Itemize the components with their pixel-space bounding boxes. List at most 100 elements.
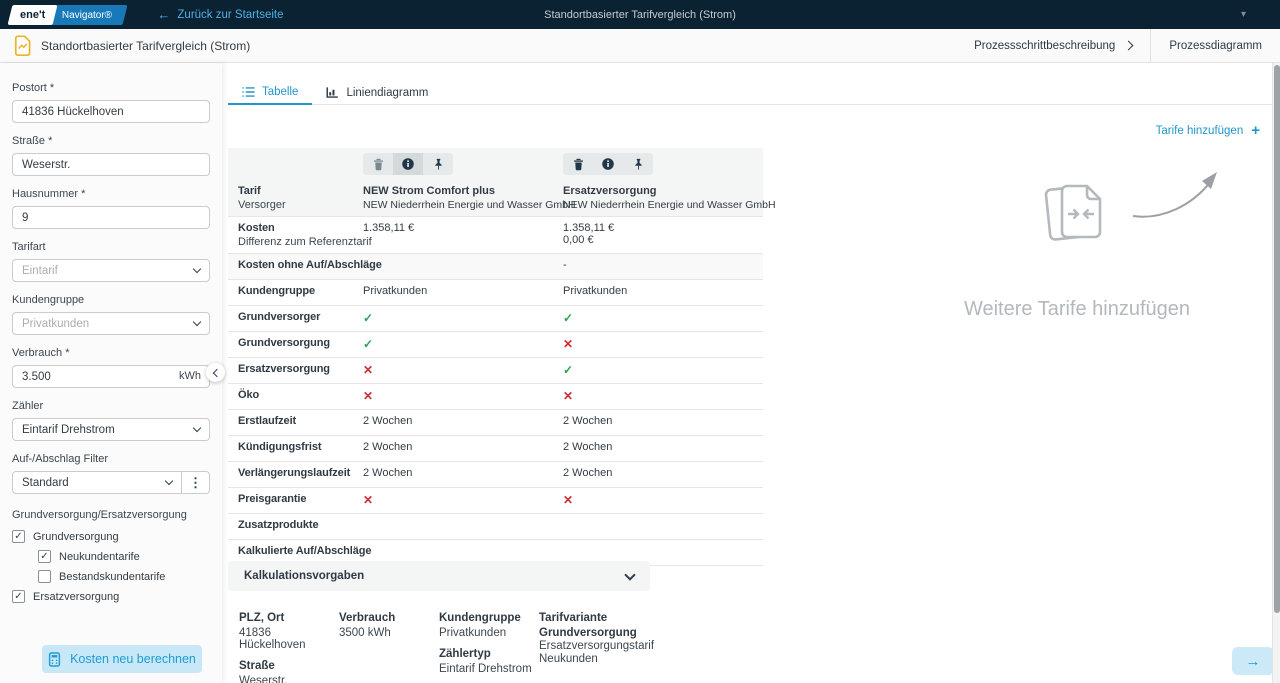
checkbox-row[interactable]: ✓ Ersatzversorgung [12,590,210,603]
checkbox-checked-icon[interactable]: ✓ [12,530,25,543]
filter-sidebar: Postort * Straße * Hausnummer * Tarifart… [0,63,222,683]
table-row: Kosten Differenz zum Referenztarif 1.358,1… [228,217,763,254]
checkbox-row[interactable]: ✓ Neukundentarife [38,550,210,563]
chevron-down-icon[interactable]: ▾ [1240,9,1246,20]
tariff-comparison-table: Tarif Versorger NEW Strom Comfort plus N… [228,148,776,566]
table-cell: 2 Wochen [563,441,613,453]
checkbox-label: Grundversorgung [33,530,119,543]
verbrauch-input[interactable] [12,365,210,388]
tariff-2-toolbar [563,153,653,175]
cross-icon: ✕ [563,493,574,507]
curved-arrow-icon [1132,172,1217,218]
checkbox-checked-icon[interactable]: ✓ [12,590,25,603]
row-label: Kosten ohne Auf/Abschläge [238,259,382,271]
process-description-label: Prozessschrittbeschreibung [974,39,1116,52]
table-cell [563,514,763,539]
add-tariffs-link[interactable]: Tarife hinzufügen + [1156,123,1260,138]
summary-item: Tarifvariante Grundversorgung Ersatzversor… [539,612,759,665]
table-row: Verlängerungslaufzeit 2 Wochen 2 Wochen [228,462,763,488]
summary-item: Zählertyp Eintarif Drehstrom [439,648,539,675]
chevron-right-icon [1123,40,1134,51]
kundengruppe-label: Kundengruppe [12,294,85,306]
logo-secondary: Navigator® [49,4,128,25]
kundengruppe-select[interactable]: Privatkunden [12,312,210,335]
tariff-1-header: NEW Strom Comfort plus NEW Niederrhein E… [363,185,576,211]
tarifart-label: Tarifart [12,241,46,253]
chevron-left-icon [212,368,221,377]
postort-input[interactable] [12,100,210,123]
main-content: Tabelle Liniendiagramm Tarife hinzufügen… [222,63,1280,683]
summary-value: 3500 kWh [339,627,391,639]
table-cell: - [563,259,567,271]
kalkulationsvorgaben-accordion[interactable]: Kalkulationsvorgaben [228,561,650,591]
summary-value: Neukunden [539,653,598,665]
table-cell: 2 Wochen [563,415,613,427]
check-icon: ✓ [363,337,374,351]
table-row: Kosten ohne Auf/Abschläge - - [228,254,763,280]
pin-tariff-button[interactable] [623,153,653,175]
table-cell: 2 Wochen [363,441,413,453]
tariff-info-button[interactable] [593,153,623,175]
filter-options-button[interactable]: ⋮ [182,471,210,494]
tab-liniendiagramm[interactable]: Liniendiagramm [312,80,442,105]
checkbox-unchecked-icon[interactable] [38,570,51,583]
recalculate-costs-label: Kosten neu berechnen [70,652,196,666]
verbrauch-label: Verbrauch * [12,347,70,359]
documents-merge-icon [1044,184,1102,241]
table-row: Grundversorger ✓ ✓ [228,306,763,332]
process-description-link[interactable]: Prozessschrittbeschreibung [956,29,1150,62]
scrollbar-thumb[interactable] [1274,65,1280,613]
summary-value: Eintarif Drehstrom [439,663,532,675]
table-row: Ersatzversorgung ✕ ✓ [228,358,763,384]
table-cell: ✕ [563,488,763,513]
calculator-icon [48,651,61,667]
zaehler-select[interactable]: Eintarif Drehstrom [12,418,210,441]
hausnummer-input[interactable] [12,206,210,229]
summary-label: Verbrauch [339,612,396,624]
row-label: Preisgarantie [238,493,307,505]
empty-state-text: Weitere Tarife hinzufügen [963,298,1191,320]
collapse-sidebar-button[interactable] [206,363,225,382]
tarifart-select[interactable]: Eintarif [12,259,210,282]
trash-icon [373,158,383,170]
summary-value: 41836 Hückelhoven [239,627,306,651]
checkbox-label: Ersatzversorgung [33,590,120,603]
checkbox-label: Neukundentarife [59,550,140,563]
arrow-right-icon: → [1245,652,1261,670]
next-step-button[interactable]: → [1232,647,1274,675]
summary-column: Tarifvariante Grundversorgung Ersatzversor… [539,612,759,683]
summary-label: Zählertyp [439,648,491,660]
back-to-start-link[interactable]: ← Zurück zur Startseite [157,8,283,21]
zaehler-label: Zähler [12,400,44,412]
summary-label: Straße [239,660,275,672]
tariff-1-toolbar [363,153,453,175]
page-header: Standortbasierter Tarifvergleich (Strom)… [0,29,1280,63]
pin-tariff-button[interactable] [423,153,453,175]
recalculate-costs-button[interactable]: Kosten neu berechnen [42,645,202,673]
checkbox-row[interactable]: Bestandskundentarife [38,570,210,583]
summary-value: Privatkunden [439,627,507,639]
vertical-scrollbar[interactable] [1272,63,1280,683]
postort-label: Postort * [12,82,55,94]
checkbox-checked-icon[interactable]: ✓ [38,550,51,563]
delete-tariff-button[interactable] [363,153,393,175]
tab-tabelle[interactable]: Tabelle [228,80,313,105]
strasse-input[interactable] [12,153,210,176]
check-icon: ✓ [563,363,574,377]
abschlag-filter-select[interactable]: Standard [12,471,182,494]
checkbox-row[interactable]: ✓ Grundversorgung [12,530,210,543]
abschlag-filter-value: Standard [22,476,69,489]
row-label: Ersatzversorgung [238,363,330,375]
table-cell: ✓ [363,306,563,331]
summary-column: Kundengruppe Privatkunden Zählertyp Eintari… [439,612,539,683]
table-row: Kundengruppe Privatkunden Privatkunden [228,280,763,306]
summary-label: PLZ, Ort [239,612,285,624]
tariff-info-button[interactable] [393,153,423,175]
table-cell: 2 Wochen [563,467,613,479]
process-diagram-link[interactable]: Prozessdiagramm [1151,29,1280,62]
pin-icon [634,158,642,170]
calculation-summary: PLZ, Ort 41836 Hückelhoven Straße Weserstr.… [239,612,759,683]
table-cell: Privatkunden [363,285,428,297]
trash-icon [573,158,583,170]
delete-tariff-button[interactable] [563,153,593,175]
